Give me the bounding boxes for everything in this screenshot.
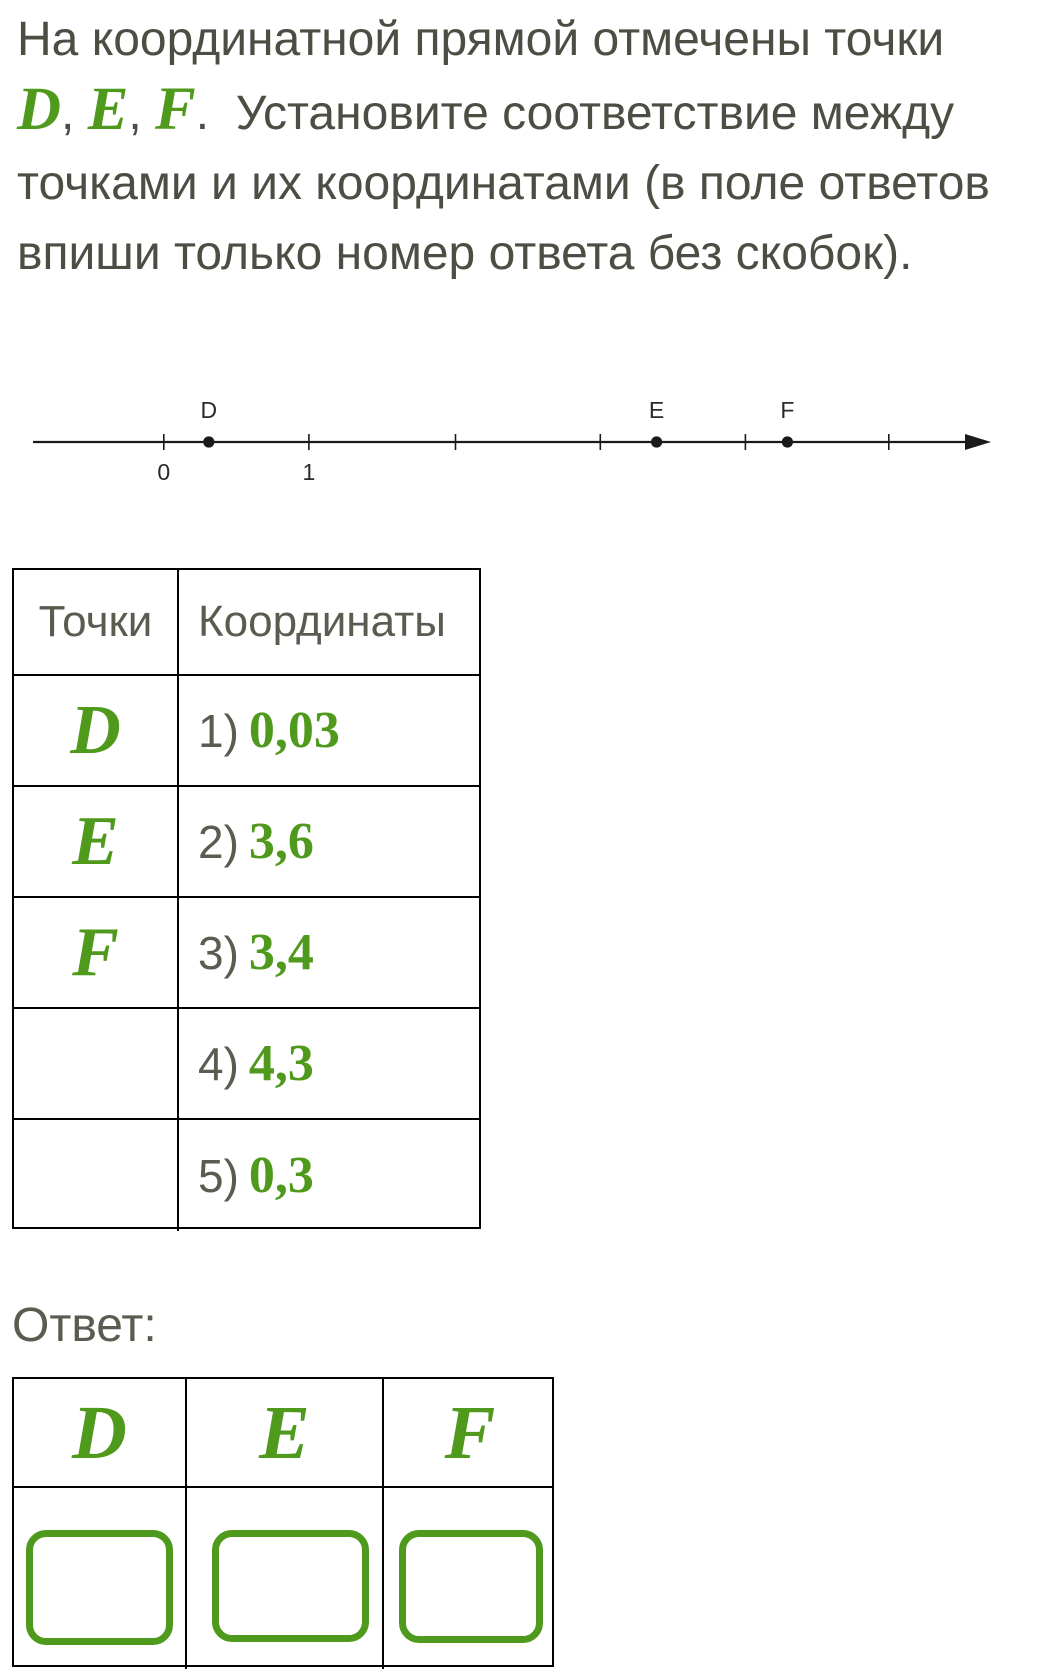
svg-text:F: F <box>780 397 794 423</box>
svg-text:1: 1 <box>303 459 316 485</box>
svg-text:D: D <box>200 397 217 423</box>
svg-text:0: 0 <box>157 459 170 485</box>
svg-text:E: E <box>649 397 664 423</box>
